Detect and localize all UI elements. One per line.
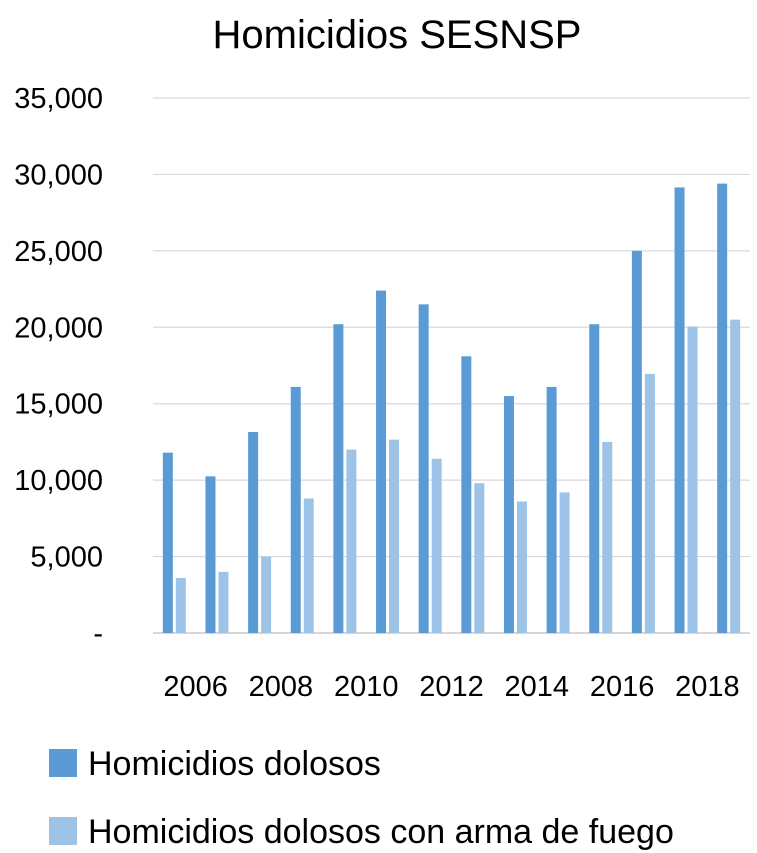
bar-homicidios-dolosos	[205, 476, 216, 633]
bar-homicidios-dolosos-con-arma-de-fuego	[730, 319, 741, 633]
bar-homicidios-dolosos-con-arma-de-fuego	[261, 556, 272, 633]
y-tick-label: 5,000	[30, 542, 103, 574]
legend: Homicidios dolosos Homicidios dolosos co…	[49, 745, 674, 851]
bar-homicidios-dolosos-con-arma-de-fuego	[303, 498, 314, 633]
x-tick-label: 2012	[419, 671, 484, 703]
x-tick-label: 2010	[334, 671, 399, 703]
y-axis: - 5,000 10,000 15,000 20,000 25,000 30,000 35,0…	[14, 83, 103, 650]
chart-title: Homicidios SESNSP	[212, 13, 581, 57]
bar-homicidios-dolosos	[546, 386, 557, 633]
y-tick-label: 10,000	[14, 465, 103, 497]
y-tick-label: 30,000	[14, 159, 103, 191]
bar-homicidios-dolosos	[631, 250, 642, 633]
bar-homicidios-dolosos-con-arma-de-fuego	[346, 449, 357, 633]
y-tick-label: 20,000	[14, 312, 103, 344]
gridlines	[153, 97, 750, 634]
bar-homicidios-dolosos-con-arma-de-fuego	[559, 492, 570, 633]
bar-homicidios-dolosos-con-arma-de-fuego	[602, 441, 613, 633]
x-axis: 2006 2008 2010 2012 2014 2016 2018	[163, 671, 739, 703]
bar-homicidios-dolosos-con-arma-de-fuego	[644, 373, 655, 633]
y-tick-label: 35,000	[14, 83, 103, 115]
y-tick-label: -	[93, 618, 103, 650]
bar-homicidios-dolosos	[248, 431, 259, 633]
x-tick-label: 2014	[505, 671, 570, 703]
bar-homicidios-dolosos	[162, 452, 173, 633]
bar-homicidios-dolosos-con-arma-de-fuego	[218, 571, 229, 633]
bar-homicidios-dolosos	[290, 386, 301, 633]
bar-homicidios-dolosos-con-arma-de-fuego	[175, 577, 186, 633]
bar-homicidios-dolosos	[674, 187, 685, 633]
bar-homicidios-dolosos-con-arma-de-fuego	[687, 326, 698, 633]
x-tick-label: 2008	[249, 671, 314, 703]
bar-homicidios-dolosos-con-arma-de-fuego	[431, 458, 442, 633]
bar-homicidios-dolosos	[503, 396, 514, 633]
legend-swatch-homicidios-dolosos	[49, 749, 77, 777]
bar-homicidios-dolosos	[589, 324, 600, 633]
bar-homicidios-dolosos	[418, 304, 429, 633]
x-tick-label: 2018	[675, 671, 740, 703]
bar-homicidios-dolosos-con-arma-de-fuego	[389, 439, 400, 633]
bar-homicidios-dolosos-con-arma-de-fuego	[474, 483, 485, 633]
bar-homicidios-dolosos	[717, 183, 728, 633]
bar-homicidios-dolosos	[461, 356, 472, 633]
legend-swatch-homicidios-dolosos-con-arma-de-fuego	[49, 817, 77, 845]
bars	[162, 183, 741, 633]
bar-homicidios-dolosos-con-arma-de-fuego	[516, 501, 527, 633]
bar-homicidios-dolosos	[333, 324, 344, 633]
bar-homicidios-dolosos	[376, 290, 387, 633]
y-tick-label: 15,000	[14, 389, 103, 421]
legend-label-homicidios-dolosos-con-arma-de-fuego: Homicidios dolosos con arma de fuego	[88, 813, 674, 851]
y-tick-label: 25,000	[14, 236, 103, 268]
x-tick-label: 2016	[590, 671, 655, 703]
legend-label-homicidios-dolosos: Homicidios dolosos	[88, 745, 381, 783]
x-tick-label: 2006	[163, 671, 228, 703]
